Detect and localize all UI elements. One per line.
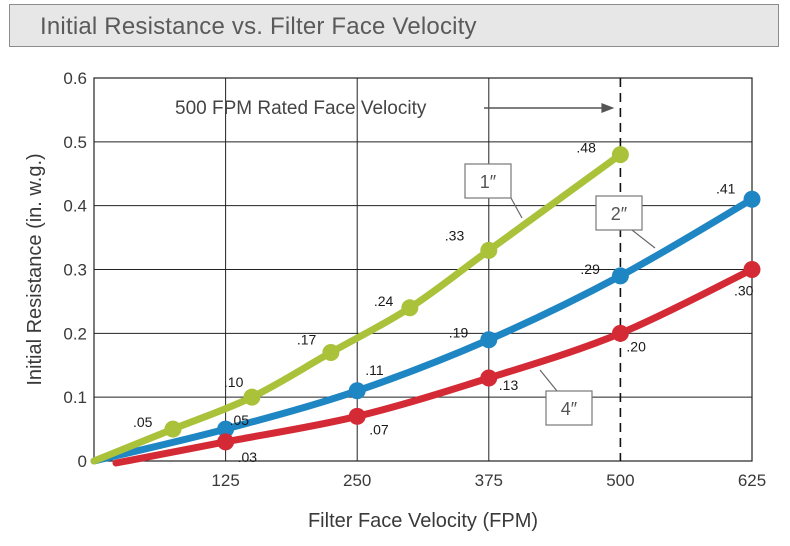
series-4-inch-point: [611, 324, 629, 342]
y-tick-label: 0.2: [63, 324, 87, 343]
annotation-text: 500 FPM Rated Face Velocity: [175, 98, 427, 119]
series-4-inch-data-label: .03: [238, 449, 258, 465]
series-2-inch-point: [217, 420, 235, 438]
series-1-inch-data-label: .24: [374, 293, 394, 309]
series-2-inch-line: [90, 195, 756, 465]
series-1-inch-data-label: .48: [576, 140, 596, 156]
series-1-inch-point: [164, 420, 182, 438]
y-tick-label: 0.1: [63, 388, 87, 407]
series-1-inch-point: [480, 241, 498, 259]
series-4-inch-callout-box: [545, 390, 593, 426]
y-tick-label: 0.4: [63, 197, 87, 216]
x-axis-label: Filter Face Velocity (FPM): [308, 510, 538, 532]
series-1-inch-data-label: .33: [445, 227, 465, 243]
series-2-inch-point: [348, 382, 366, 400]
series-4-inch-legend-label: 4″: [561, 399, 578, 419]
series-4-inch-data-label: .20: [626, 338, 646, 354]
series-1-inch-data-label: .10: [224, 374, 244, 390]
series-2-inch-point: [480, 331, 498, 349]
series-1-inch-point: [243, 388, 261, 406]
x-tick-label: 125: [211, 471, 239, 490]
y-tick-label: 0.5: [63, 133, 87, 152]
series-2-inch-data-label: .05: [230, 412, 250, 428]
series-2-inch-point: [743, 190, 761, 208]
series-2-inch-data-label: .29: [580, 261, 600, 277]
series-1-inch-data-label: .17: [297, 331, 317, 347]
series-2-inch-data-label: .41: [716, 180, 736, 196]
series-4-inch-point: [348, 407, 366, 425]
y-tick-label: 0: [78, 452, 87, 471]
chart-title: Initial Resistance vs. Filter Face Veloc…: [40, 13, 477, 40]
series-4-inch-data-label: .13: [499, 377, 519, 393]
series-4-inch-data-label: .30: [734, 283, 754, 299]
series-4-inch-callout-leader: [539, 369, 558, 392]
chart-title-bar: Initial Resistance vs. Filter Face Veloc…: [9, 4, 779, 47]
series-1-inch-data-label: .05: [133, 414, 153, 430]
x-tick-label: 375: [475, 471, 503, 490]
series-1-inch-legend-label: 1″: [480, 172, 497, 192]
series-1-inch-callout-box: [464, 163, 512, 199]
series-2-inch-point: [611, 267, 629, 285]
series-4-inch-point: [480, 369, 498, 387]
series-4-inch-point: [743, 261, 761, 278]
series-1-inch-point: [401, 299, 419, 317]
series-2-inch-data-label: .19: [449, 325, 469, 341]
y-tick-label: 0.3: [63, 261, 87, 280]
x-tick-label: 625: [738, 471, 766, 490]
y-axis-label: Initial Resistance (in. w.g.): [24, 153, 46, 385]
x-tick-label: 500: [606, 471, 634, 490]
series-2-inch-legend-label: 2″: [611, 204, 628, 224]
series-4-inch-point: [217, 433, 235, 451]
series-2-inch-data-label: .11: [365, 362, 384, 378]
series-2-inch-callout-leader: [631, 229, 656, 249]
annotation-arrowhead: [601, 103, 615, 113]
series-1-inch-callout-leader: [510, 197, 523, 219]
series-4-inch-data-label: .07: [369, 421, 389, 437]
y-tick-label: 0.6: [63, 69, 87, 88]
series-1-inch-point: [322, 343, 340, 361]
x-tick-label: 250: [343, 471, 371, 490]
series-2-inch-callout-box: [595, 195, 643, 231]
series-1-inch-point: [611, 146, 629, 164]
